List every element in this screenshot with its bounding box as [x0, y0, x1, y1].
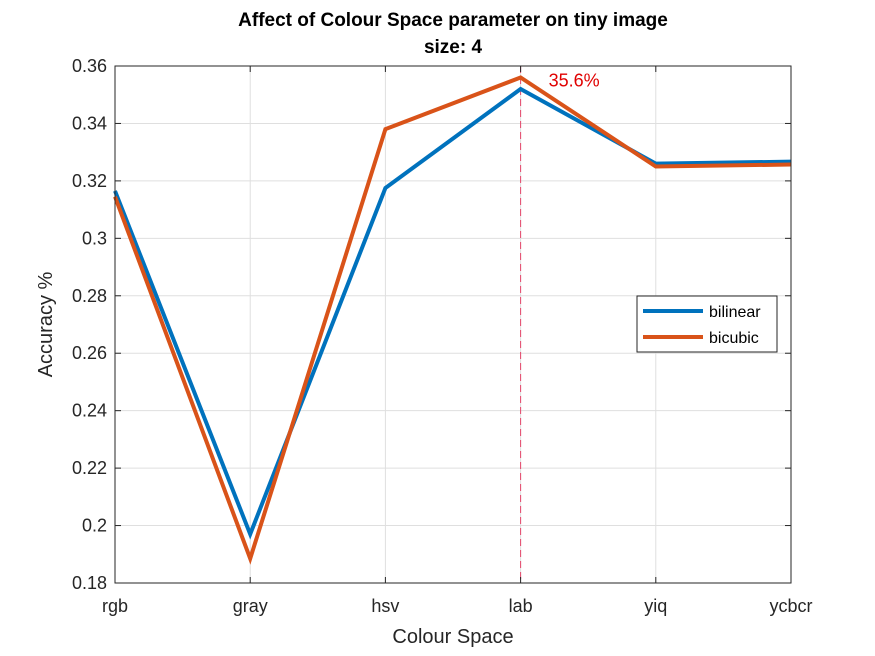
series-line-bicubic	[113, 75, 792, 565]
y-tick-label: 0.18	[72, 573, 107, 593]
legend-box	[636, 295, 778, 353]
y-tick-label: 0.24	[72, 401, 107, 421]
y-tick-label: 0.28	[72, 286, 107, 306]
annotation-labels: 35.6%	[549, 70, 600, 90]
series-line-bilinear	[113, 86, 792, 540]
legend-label-bicubic: bicubic	[709, 330, 759, 347]
chart-title: Affect of Colour Space parameter on tiny…	[238, 10, 668, 31]
y-tick-label: 0.36	[72, 56, 107, 76]
x-tick-label-yiq: yiq	[644, 596, 667, 616]
y-tick-label: 0.2	[82, 516, 107, 536]
x-tick-label-lab: lab	[509, 596, 533, 616]
y-tick-label: 0.22	[72, 458, 107, 478]
plot-frame	[114, 65, 792, 584]
x-axis-label: Colour Space	[392, 626, 513, 648]
x-tick-label-rgb: rgb	[102, 596, 128, 616]
y-axis-ticks: 0.18 0.2 0.22 0.24 0.26 0.28 0.3 0.32 0.34 0.36	[72, 56, 791, 593]
y-tick-label: 0.34	[72, 113, 107, 133]
chart-subtitle: size: 4	[424, 37, 483, 58]
y-tick-label: 0.32	[72, 171, 107, 191]
peak-annotation: 35.6%	[549, 70, 600, 90]
legend: bilinear bicubic	[636, 295, 778, 353]
x-tick-label-ycbcr: ycbcr	[769, 596, 812, 616]
y-tick-label: 0.26	[72, 343, 107, 363]
x-tick-label-gray: gray	[233, 596, 268, 616]
x-axis-ticks: rgb gray hsv lab yiq ycbcr	[102, 66, 813, 616]
x-tick-label-hsv: hsv	[371, 596, 399, 616]
y-axis-label: Accuracy %	[35, 271, 57, 377]
legend-label-bilinear: bilinear	[709, 304, 761, 321]
y-tick-label: 0.3	[82, 228, 107, 248]
